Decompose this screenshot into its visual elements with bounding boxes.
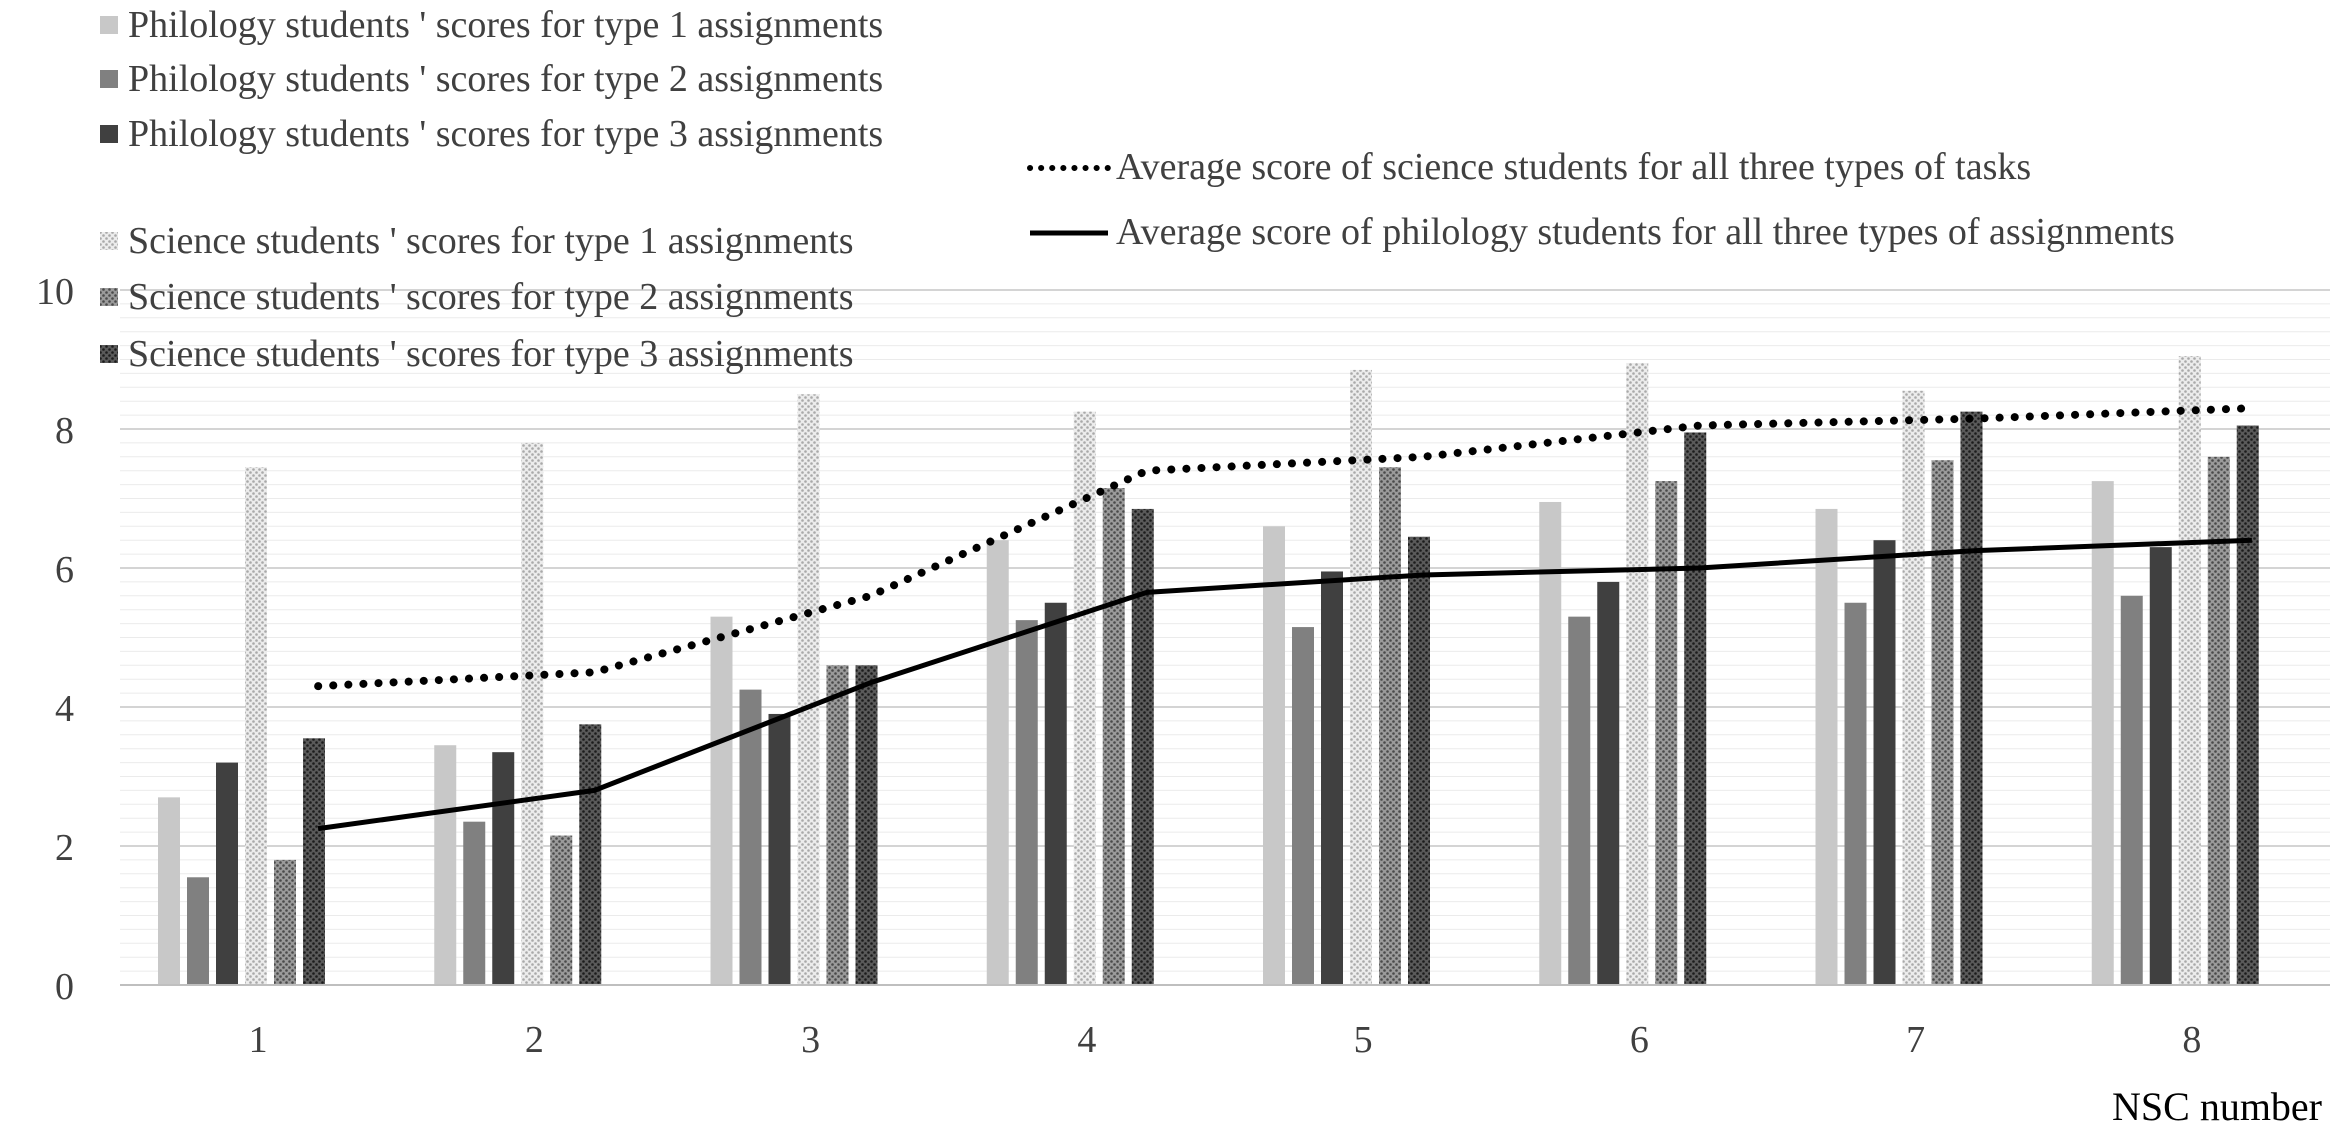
bar-series1-cat8: [2091, 481, 2114, 985]
legend-swatch-4: [100, 232, 118, 250]
bar-series6-cat4: [1131, 508, 1154, 985]
average-lines: [314, 404, 2256, 832]
bar-series3-cat2: [492, 752, 515, 985]
bar-series3-cat4: [1044, 602, 1067, 985]
legend-label-7: Average score of science students for al…: [1116, 146, 2031, 188]
bar-series1-cat4: [986, 540, 1009, 985]
legend-label-2: Philology students ' scores for type 2 a…: [128, 58, 883, 100]
bar-series5-cat5: [1379, 467, 1401, 986]
bar-series4-cat7: [1902, 390, 1925, 985]
bar-series2-cat8: [2120, 595, 2143, 985]
y-tick-label: 4: [55, 688, 74, 730]
x-tick-label: 5: [1354, 1019, 1373, 1061]
bar-series6-cat2: [579, 724, 602, 985]
bar-series3-cat8: [2149, 547, 2172, 985]
legend: Philology students ' scores for type 1 a…: [100, 4, 2175, 375]
legend-swatch-5: [100, 288, 118, 306]
bar-series4-cat3: [797, 394, 820, 985]
bar-series6-cat1: [303, 738, 325, 985]
x-tick-label: 3: [801, 1019, 820, 1061]
bar-series2-cat1: [187, 877, 209, 985]
x-tick-label: 1: [249, 1019, 268, 1061]
bar-series5-cat1: [274, 859, 296, 985]
x-tick-label: 8: [2182, 1019, 2201, 1061]
legend-swatch-1: [100, 16, 118, 34]
x-tick-label: 4: [1077, 1019, 1096, 1061]
y-tick-label: 10: [36, 271, 74, 313]
bar-series3-cat5: [1321, 571, 1343, 985]
bar-series6-cat6: [1684, 432, 1707, 986]
bar-series2-cat2: [463, 821, 486, 985]
bar-series4-cat6: [1626, 362, 1649, 986]
legend-label-4: Science students ' scores for type 1 ass…: [128, 220, 854, 262]
legend-label-1: Philology students ' scores for type 1 a…: [128, 4, 883, 46]
legend-label-5: Science students ' scores for type 2 ass…: [128, 276, 854, 318]
x-tick-label: 7: [1906, 1019, 1925, 1061]
x-axis-title: NSC number: [2112, 1084, 2322, 1129]
bar-series2-cat6: [1568, 616, 1591, 985]
bar-series4-cat2: [521, 442, 544, 985]
y-tick-label: 2: [55, 827, 74, 869]
bar-series1-cat7: [1815, 508, 1838, 985]
bar-series5-cat4: [1102, 488, 1125, 985]
bar-series3-cat1: [216, 762, 238, 985]
bar-series4-cat1: [245, 467, 267, 986]
bar-series5-cat8: [2207, 456, 2230, 985]
philology-average-line: [317, 537, 2252, 832]
legend-label-3: Philology students ' scores for type 3 a…: [128, 113, 883, 155]
bar-series1-cat1: [158, 797, 180, 985]
bar-series6-cat5: [1408, 536, 1430, 985]
y-tick-label: 6: [55, 549, 74, 591]
x-tick-label: 2: [525, 1019, 544, 1061]
bar-series1-cat6: [1539, 501, 1562, 985]
y-tick-label: 0: [55, 966, 74, 1008]
bar-series1-cat5: [1263, 526, 1285, 985]
bar-series1-cat3: [710, 616, 733, 985]
bar-series2-cat7: [1844, 602, 1867, 985]
bar-series6-cat7: [1960, 411, 1983, 985]
bar-series2-cat3: [739, 689, 762, 985]
legend-swatch-3: [100, 125, 118, 143]
legend-swatch-2: [100, 70, 118, 88]
bars: [158, 356, 2259, 986]
bar-series3-cat3: [768, 713, 791, 985]
bar-series5-cat6: [1655, 481, 1678, 985]
bar-series3-cat7: [1873, 540, 1896, 985]
bar-series4-cat5: [1350, 369, 1372, 985]
bar-series4-cat8: [2178, 356, 2201, 985]
legend-label-6: Science students ' scores for type 3 ass…: [128, 333, 854, 375]
x-tick-label: 6: [1630, 1019, 1649, 1061]
bar-series4-cat4: [1073, 411, 1096, 985]
bar-series6-cat8: [2236, 425, 2259, 985]
bar-series1-cat2: [434, 745, 457, 985]
bar-series2-cat5: [1292, 627, 1314, 985]
bar-series5-cat7: [1931, 460, 1954, 985]
legend-swatch-6: [100, 345, 118, 363]
bar-series6-cat3: [855, 665, 878, 985]
y-tick-label: 8: [55, 410, 74, 452]
bar-series3-cat6: [1597, 581, 1620, 985]
bar-series5-cat2: [550, 835, 573, 985]
bar-series2-cat4: [1015, 620, 1038, 985]
legend-label-8: Average score of philology students for …: [1116, 211, 2175, 253]
bar-series5-cat3: [826, 665, 849, 985]
